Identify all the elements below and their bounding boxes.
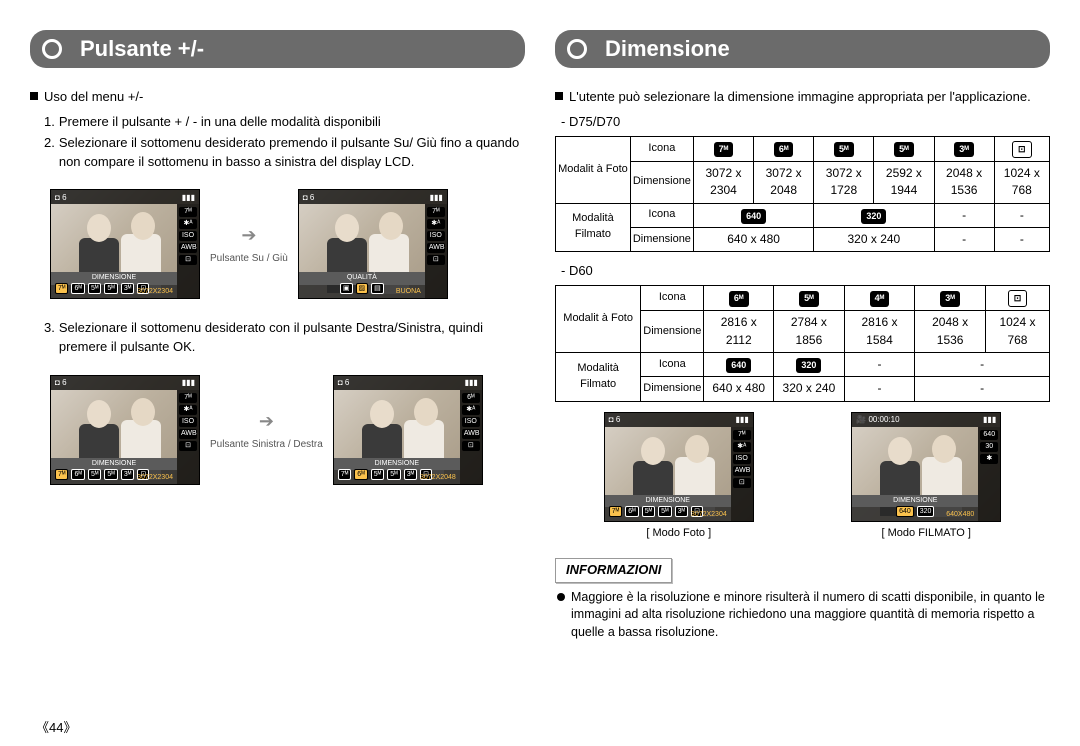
dimension-table-d60: Modalit à Foto Icona 6ᴹ 5ᴹ 4ᴹ 3ᴹ ⊡ Dimen… (555, 285, 1050, 402)
lcd-preview: ◘ 6▮▮▮ 7ᴹ ✱ᴬ ISO AWB ⊡ QUALITÀ ▣ ▨ ▤ (298, 189, 448, 299)
page-number: 《44》 (36, 717, 76, 736)
model-label-1: - D75/D70 (561, 113, 1050, 132)
arrow-right-icon: ➔ (259, 408, 274, 434)
square-bullet-icon (30, 92, 38, 100)
left-body: Uso del menu +/- 1.Premere il pulsante +… (30, 88, 525, 505)
right-header: Dimensione (555, 30, 1050, 68)
lcd-preview: ◘ 6▮▮▮ 7ᴹ ✱ᴬ ISO AWB ⊡ DIMENSIONE 7ᴹ 6ᴹ (50, 189, 200, 299)
info-title: INFORMAZIONI (555, 558, 672, 583)
right-intro: L'utente può selezionare la dimensione i… (569, 88, 1031, 107)
dimension-table-d75: Modalit à Foto Icona 7ᴹ 6ᴹ 5ᴹ 5ᴹ 3ᴹ ⊡ Di… (555, 136, 1050, 253)
lcd-preview: ◘ 6▮▮▮ 7ᴹ ✱ᴬ ISO AWB ⊡ DIMENSIONE 7ᴹ 6ᴹ (50, 375, 200, 485)
preview-row: ◘ 6▮▮▮ 7ᴹ ✱ᴬ ISO AWB ⊡ DIMENSIONE 7ᴹ (555, 412, 1050, 542)
step-2: Selezionare il sottomenu desiderato prem… (59, 134, 525, 172)
bullet-dot-icon (557, 593, 565, 601)
lcd-preview-film: 🎥 00:00:10▮▮▮ 640 30 ✱ DIMENSIONE 640 32… (851, 412, 1001, 522)
square-bullet-icon (555, 92, 563, 100)
lcd-row-1: ◘ 6▮▮▮ 7ᴹ ✱ᴬ ISO AWB ⊡ DIMENSIONE 7ᴹ 6ᴹ (30, 189, 525, 299)
arrow-label-2: ➔ Pulsante Sinistra / Destra (210, 408, 323, 453)
step-1: Premere il pulsante + / - in una delle m… (59, 113, 381, 132)
step-index: 1. (44, 113, 55, 132)
info-box: INFORMAZIONI Maggiore è la risoluzione e… (555, 558, 1050, 641)
preview-caption-film: [ Modo FILMATO ] (882, 526, 971, 542)
left-column: Pulsante +/- Uso del menu +/- 1.Premere … (30, 30, 525, 641)
step-index: 2. (44, 134, 55, 172)
right-column: Dimensione L'utente può selezionare la d… (555, 30, 1050, 641)
arrow-right-icon: ➔ (241, 222, 256, 248)
step-3: Selezionare il sottomenu desiderato con … (59, 319, 525, 357)
lcd-preview: ◘ 6▮▮▮ 6ᴹ ✱ᴬ ISO AWB ⊡ DIMENSIONE 7ᴹ 6ᴹ (333, 375, 483, 485)
arrow-label-1: ➔ Pulsante Su / Giù (210, 222, 288, 267)
lcd-row-2: ◘ 6▮▮▮ 7ᴹ ✱ᴬ ISO AWB ⊡ DIMENSIONE 7ᴹ 6ᴹ (30, 375, 525, 485)
lcd-preview-foto: ◘ 6▮▮▮ 7ᴹ ✱ᴬ ISO AWB ⊡ DIMENSIONE 7ᴹ (604, 412, 754, 522)
step-index: 3. (44, 319, 55, 357)
model-label-2: - D60 (561, 262, 1050, 281)
info-text: Maggiore è la risoluzione e minore risul… (571, 589, 1048, 642)
left-header: Pulsante +/- (30, 30, 525, 68)
preview-caption-foto: [ Modo Foto ] (646, 526, 711, 542)
left-section-label: Uso del menu +/- (44, 88, 143, 107)
